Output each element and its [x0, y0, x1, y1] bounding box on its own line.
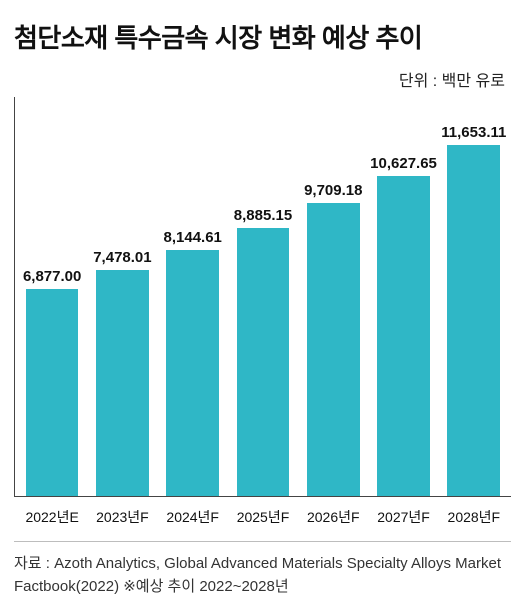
bar-slot: 11,653.11 [439, 97, 509, 496]
source-text: 자료 : Azoth Analytics, Global Advanced Ma… [14, 552, 511, 599]
bar-value-label: 6,877.00 [23, 268, 81, 285]
bar-slot: 8,885.15 [228, 97, 298, 496]
chart-title: 첨단소재 특수금속 시장 변화 예상 추이 [14, 18, 511, 55]
bar-value-label: 10,627.65 [370, 155, 437, 172]
bar-slot: 10,627.65 [368, 97, 438, 496]
bar [166, 250, 219, 495]
x-axis-label: 2025년F [228, 507, 298, 527]
bar [377, 176, 430, 496]
chart-container: 첨단소재 특수금속 시장 변화 예상 추이 단위 : 백만 유로 6,877.0… [0, 0, 525, 610]
bar-value-label: 7,478.01 [93, 249, 151, 266]
bar-value-label: 9,709.18 [304, 182, 362, 199]
x-axis-label: 2026년F [298, 507, 368, 527]
plot-area: 6,877.00 7,478.01 8,144.61 8,885.15 9,709.18… [14, 97, 511, 497]
bar-slot: 6,877.00 [17, 97, 87, 496]
x-axis-label: 2023년F [87, 507, 157, 527]
x-axis: 2022년E2023년F2024년F2025년F2026년F2027년F2028… [14, 501, 511, 527]
unit-label: 단위 : 백만 유로 [14, 67, 511, 91]
x-axis-label: 2024년F [158, 507, 228, 527]
bar-value-label: 8,885.15 [234, 207, 292, 224]
bar-slot: 8,144.61 [158, 97, 228, 496]
bar [96, 270, 149, 495]
bar-slot: 9,709.18 [298, 97, 368, 496]
divider [14, 541, 511, 542]
x-axis-label: 2022년E [17, 507, 87, 527]
bar [447, 145, 500, 496]
x-axis-label: 2027년F [368, 507, 438, 527]
x-axis-label: 2028년F [439, 507, 509, 527]
bar-slot: 7,478.01 [87, 97, 157, 496]
bar [26, 289, 79, 496]
bar-value-label: 8,144.61 [164, 229, 222, 246]
bar [237, 228, 290, 495]
bar-value-label: 11,653.11 [441, 124, 506, 141]
bar [307, 203, 360, 495]
